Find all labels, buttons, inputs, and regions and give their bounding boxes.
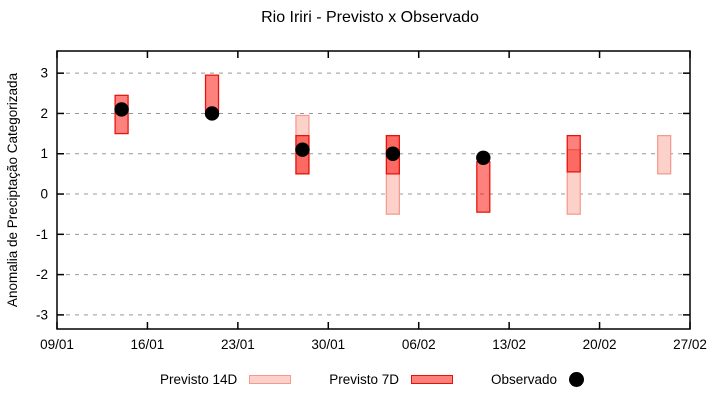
legend-item-previsto-7d: Previsto 7D	[329, 372, 454, 387]
xtick-label-06/02: 06/02	[402, 337, 436, 352]
observado-dot-04/02	[385, 146, 401, 161]
ytick-label-3: 3	[40, 66, 48, 81]
ytick-label-2: 2	[40, 106, 48, 121]
gridlines-layer	[57, 72, 690, 316]
ytick-label--1: -1	[36, 227, 48, 242]
ytick-label--2: -2	[36, 267, 48, 282]
observado-dot-28/01	[295, 142, 310, 157]
ytick-label-0: 0	[40, 187, 48, 202]
bar-previsto-7d-18/02	[566, 134, 581, 173]
plot-border	[56, 50, 691, 330]
axis-tick-labels-layer: 3 2 1 0 -1 -2 -3 09/01 16/01 23/01 30/01 06/02 13/02…	[36, 66, 707, 352]
ytick-label-1: 1	[40, 146, 48, 161]
ytick-label--3: -3	[36, 307, 48, 322]
bar-previsto-14d-25/02	[657, 134, 672, 175]
xtick-label-20/02: 20/02	[583, 337, 617, 352]
forecast-bars-layer	[114, 74, 672, 215]
observed-dots-layer	[114, 102, 491, 165]
bar-previsto-7d-21/01	[204, 74, 220, 113]
axis-ticks-layer	[56, 51, 691, 329]
legend-swatch-previsto-14d	[249, 375, 292, 384]
xtick-label-09/01: 09/01	[40, 337, 74, 352]
legend: Previsto 14D Previsto 7D Observado	[0, 372, 720, 387]
y-axis-label: Anomalia de Preciptação Categorizada	[5, 72, 20, 307]
legend-item-previsto-14d: Previsto 14D	[159, 372, 292, 387]
xtick-label-30/01: 30/01	[311, 337, 345, 352]
observado-dot-21/01	[204, 106, 220, 121]
observado-dot-14/01	[114, 102, 129, 117]
chart-title: Rio Iriri - Previsto x Observado	[261, 9, 479, 26]
bar-previsto-7d-11/02	[476, 161, 491, 213]
legend-label-previsto-7d: Previsto 7D	[329, 372, 400, 387]
legend-label-observado: Observado	[491, 372, 558, 387]
legend-swatch-previsto-7d	[411, 375, 454, 384]
xtick-label-13/02: 13/02	[492, 337, 526, 352]
xtick-label-27/02: 27/02	[673, 337, 707, 352]
legend-label-previsto-14d: Previsto 14D	[159, 372, 238, 387]
legend-observado-dot-icon	[569, 372, 585, 387]
legend-item-observado: Observado	[491, 372, 585, 387]
xtick-label-23/01: 23/01	[221, 337, 255, 352]
observado-dot-11/02	[476, 150, 491, 165]
xtick-label-16/01: 16/01	[131, 337, 165, 352]
